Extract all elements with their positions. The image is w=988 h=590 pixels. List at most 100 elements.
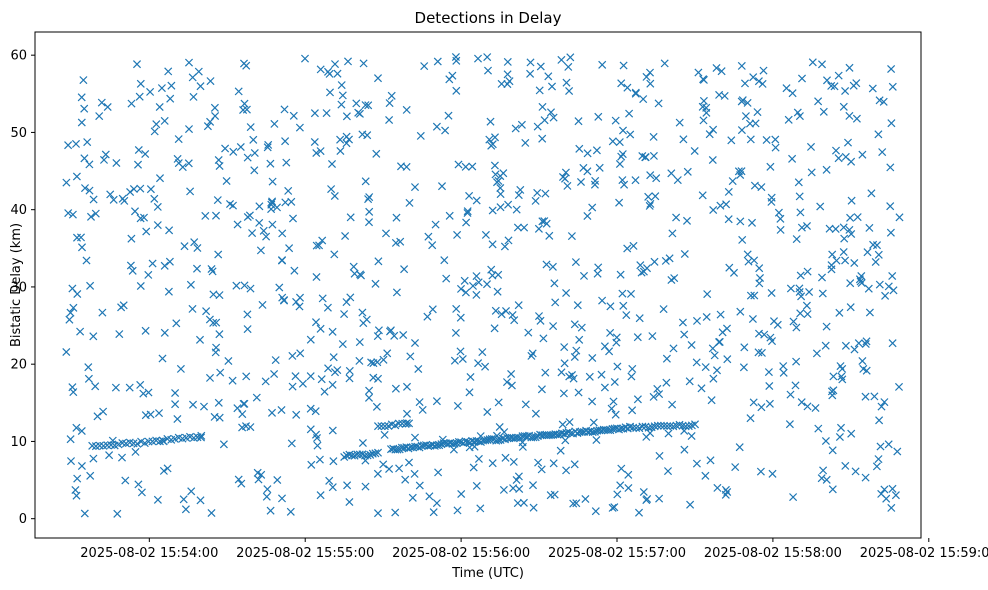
detection-point-776 (356, 271, 366, 280)
detection-point-632 (345, 374, 354, 383)
detection-point-39 (73, 474, 82, 483)
detection-point-168 (135, 92, 144, 101)
detection-point-786 (715, 90, 724, 99)
detection-point-1068 (155, 437, 164, 446)
detection-point-795 (893, 447, 902, 456)
detection-point-740 (273, 475, 282, 485)
detection-point-76 (654, 99, 663, 108)
detection-point-362 (167, 81, 176, 90)
detection-point-135 (822, 165, 831, 174)
detection-point-507 (645, 68, 655, 77)
detection-point-790 (109, 195, 118, 204)
detection-point-158 (840, 234, 849, 243)
detection-point-684 (497, 310, 506, 319)
detection-point-874 (105, 451, 114, 460)
detection-point-780 (886, 163, 895, 172)
detection-point-137 (887, 119, 896, 128)
detection-point-503 (795, 284, 804, 293)
detection-point-355 (629, 241, 638, 250)
detection-point-1100 (394, 419, 403, 428)
detection-point-1183 (560, 429, 569, 438)
detection-point-317 (144, 270, 153, 279)
detection-point-925 (243, 325, 252, 334)
detection-point-757 (590, 180, 599, 189)
detection-point-906 (146, 410, 155, 419)
detection-point-648 (281, 137, 290, 146)
detection-point-881 (267, 198, 276, 207)
detection-point-876 (424, 232, 433, 241)
detection-point-693 (574, 388, 583, 397)
detection-point-1186 (566, 429, 575, 438)
detection-point-923 (712, 366, 722, 375)
detection-point-704 (462, 218, 471, 227)
detection-point-453 (280, 105, 289, 114)
detection-point-230 (655, 494, 664, 503)
detection-point-411 (797, 398, 806, 407)
detection-point-181 (165, 226, 174, 235)
detection-point-926 (877, 402, 886, 411)
detection-point-11 (846, 303, 855, 312)
detection-point-811 (452, 56, 461, 65)
detection-point-995 (271, 356, 280, 365)
detection-point-1035 (488, 140, 497, 149)
detection-point-806 (560, 343, 569, 352)
detection-point-183 (768, 469, 777, 478)
detection-point-663 (615, 138, 624, 147)
detection-point-622 (150, 127, 159, 136)
detection-point-561 (385, 327, 395, 336)
detection-point-360 (327, 159, 337, 169)
detection-point-465 (611, 410, 620, 419)
detection-point-236 (618, 176, 627, 185)
detection-point-579 (345, 366, 354, 375)
detection-point-149 (861, 339, 870, 349)
detection-point-759 (888, 484, 897, 493)
detection-point-395 (749, 73, 758, 82)
detection-point-904 (611, 116, 620, 125)
detection-point-615 (538, 102, 547, 111)
detection-point-628 (673, 176, 682, 185)
detection-point-479 (179, 495, 188, 504)
detection-point-894 (644, 192, 653, 201)
detection-point-782 (117, 453, 127, 462)
detection-point-116 (136, 380, 145, 389)
detection-point-830 (196, 496, 205, 505)
detection-point-737 (612, 338, 621, 347)
detection-point-551 (512, 205, 521, 214)
detection-point-767 (829, 386, 838, 395)
detection-point-990 (682, 216, 692, 225)
detection-point-18 (808, 58, 817, 67)
detection-point-121 (452, 304, 461, 313)
detection-point-750 (662, 354, 671, 363)
detection-point-408 (593, 269, 602, 278)
detection-point-309 (544, 72, 553, 81)
detection-point-49 (633, 333, 642, 342)
detection-point-735 (792, 323, 801, 332)
detection-point-1107 (393, 445, 402, 454)
detection-point-167 (243, 153, 252, 162)
detection-point-375 (867, 189, 876, 198)
detection-point-282 (514, 191, 523, 200)
detection-point-978 (721, 485, 730, 494)
detection-point-1040 (592, 435, 601, 445)
detection-point-399 (743, 98, 752, 107)
detection-point-90 (206, 77, 215, 86)
detection-point-208 (750, 181, 759, 190)
detection-point-1045 (233, 404, 242, 413)
detection-point-80 (372, 402, 381, 411)
detection-point-916 (358, 308, 367, 317)
detection-point-337 (635, 314, 644, 323)
detection-point-1197 (590, 427, 599, 436)
detection-point-808 (111, 383, 120, 392)
detection-point-1216 (632, 423, 641, 433)
detection-point-766 (333, 366, 342, 375)
detection-point-99 (481, 230, 490, 239)
detection-point-486 (646, 199, 655, 208)
detection-point-266 (831, 224, 840, 234)
detection-point-810 (835, 308, 844, 317)
detection-point-1008 (68, 210, 77, 219)
detection-point-467 (807, 168, 816, 177)
detection-point-756 (850, 345, 859, 354)
detection-point-361 (89, 332, 98, 341)
detection-point-1014 (361, 177, 370, 186)
detection-point-826 (186, 187, 195, 196)
